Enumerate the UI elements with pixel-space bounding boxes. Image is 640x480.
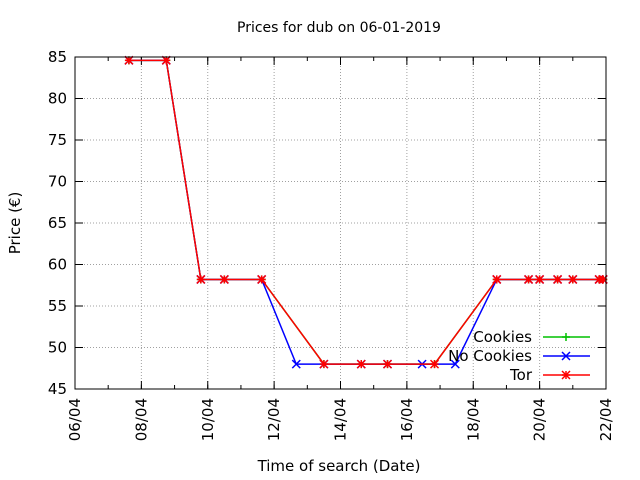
x-tick-label: 20/04 <box>531 398 549 441</box>
data-point-tor <box>319 359 329 369</box>
y-tick-label: 65 <box>48 214 67 232</box>
data-point-tor <box>382 359 393 369</box>
data-point-tor <box>124 55 134 65</box>
y-axis-title: Price (€) <box>6 192 24 255</box>
data-point-tor <box>219 274 229 284</box>
x-tick-label: 14/04 <box>332 398 350 441</box>
series-line-tor <box>128 59 604 365</box>
x-axis-title: Time of search (Date) <box>257 457 421 475</box>
series-lines <box>124 55 608 369</box>
chart-title: Prices for dub on 06-01-2019 <box>237 20 441 36</box>
y-tick-label: 70 <box>48 173 67 191</box>
legend-marker-tor <box>561 370 571 380</box>
y-tick-label: 50 <box>48 339 67 357</box>
x-tick-label: 10/04 <box>199 398 217 441</box>
legend-marker-cookies <box>562 333 570 341</box>
y-tick-label: 80 <box>48 90 67 108</box>
y-tick-label: 55 <box>48 297 67 315</box>
legend-label-cookies: Cookies <box>473 328 532 346</box>
x-tick-label: 12/04 <box>265 398 283 441</box>
data-point-tor <box>161 55 171 65</box>
x-tick-label: 18/04 <box>464 398 482 441</box>
data-point-no-cookies <box>291 359 301 369</box>
x-tick-label: 06/04 <box>66 398 84 441</box>
data-point-tor <box>196 274 206 284</box>
y-tick-label: 85 <box>48 48 67 66</box>
series-line-no-cookies <box>128 59 604 365</box>
data-point-no-cookies <box>450 359 460 369</box>
x-tick-label: 08/04 <box>132 398 150 441</box>
x-tick-label: 16/04 <box>398 398 416 441</box>
x-tick-label: 22/04 <box>597 398 615 441</box>
x-tick-labels: 06/04 08/04 10/04 12/04 14/04 16/04 18/04 20/04… <box>66 398 615 441</box>
grid-lines <box>75 57 606 389</box>
data-point-tor <box>356 359 366 369</box>
y-tick-label: 60 <box>48 256 67 274</box>
data-point-tor <box>257 274 267 284</box>
data-point-tor <box>553 274 563 284</box>
series-cookies <box>124 56 608 369</box>
y-tick-label: 45 <box>48 380 67 398</box>
series-tor <box>124 55 608 369</box>
legend-label-no-cookies: No Cookies <box>448 347 532 365</box>
plot-frame <box>74 56 607 390</box>
y-tick-label: 75 <box>48 131 67 149</box>
legend-label-tor: Tor <box>509 366 533 384</box>
data-point-tor <box>535 274 545 284</box>
y-tick-labels: 45 50 55 60 65 70 75 80 85 <box>48 48 67 398</box>
data-point-tor <box>430 359 440 369</box>
series-line-cookies <box>128 59 604 365</box>
data-point-tor <box>568 274 578 284</box>
series-no-cookies <box>124 55 608 369</box>
data-point-tor <box>524 274 534 284</box>
legend-marker-no-cookies <box>561 351 571 361</box>
data-point-tor <box>492 274 502 284</box>
